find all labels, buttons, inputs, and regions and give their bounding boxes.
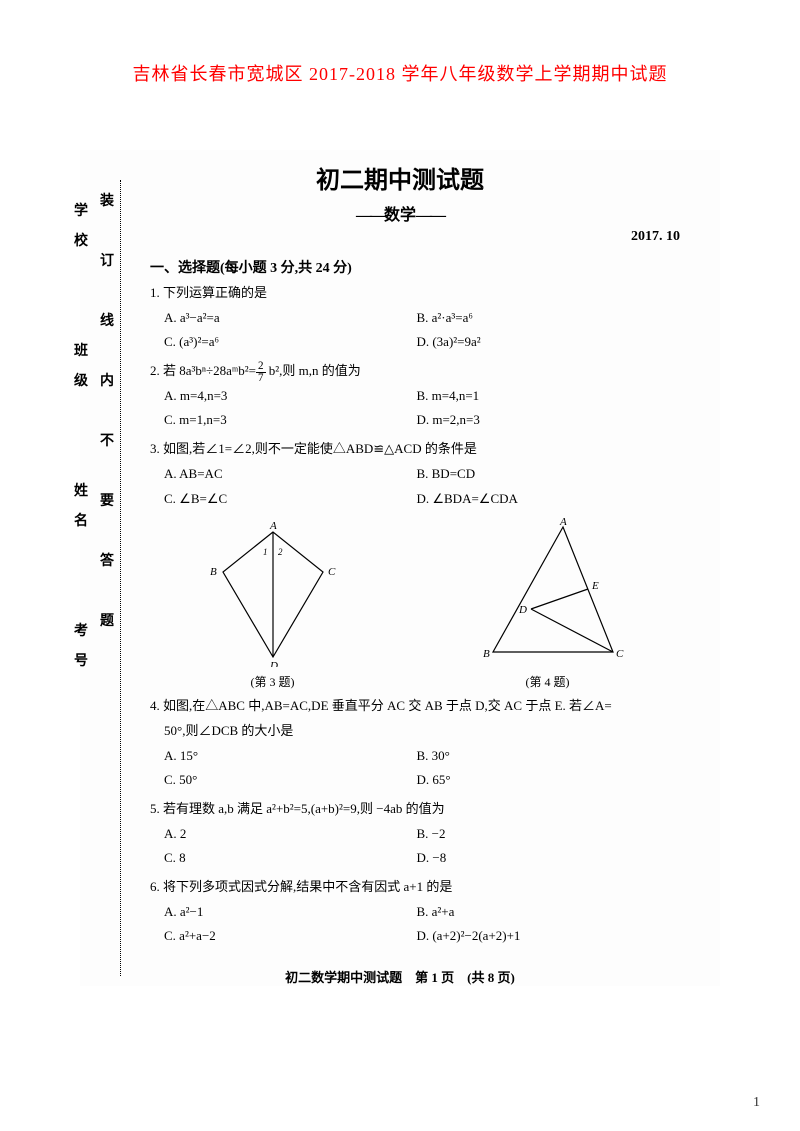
q1-option-c: C. (a³)²=a⁶ xyxy=(164,330,416,355)
q5-option-c: C. 8 xyxy=(164,846,416,871)
binding-char: 线 xyxy=(98,310,116,330)
q6-option-c: C. a²+a−2 xyxy=(164,924,416,949)
q2-option-b: B. m=4,n=1 xyxy=(416,384,668,409)
binding-char: 订 xyxy=(98,250,116,270)
q3-option-a: A. AB=AC xyxy=(164,462,416,487)
figures-row: A B C D 1 2 (第 3 题) A B xyxy=(140,517,690,690)
q2-stem: 2. 若 8a³bⁿ÷28aᵐb²=27 b²,则 m,n 的值为 xyxy=(150,359,690,384)
q2-option-c: C. m=1,n=3 xyxy=(164,408,416,433)
label-examno-2: 号 xyxy=(72,650,90,670)
figure-3-svg: A B C D 1 2 xyxy=(198,517,348,667)
figure-3-caption: (第 3 题) xyxy=(198,673,348,690)
question-2: 2. 若 8a³bⁿ÷28aᵐb²=27 b²,则 m,n 的值为 A. m=4… xyxy=(150,359,690,433)
fig3-label-c: C xyxy=(328,566,336,578)
page-footer: 初二数学期中测试题 第 1 页 (共 8 页) xyxy=(80,967,720,986)
fig4-label-b: B xyxy=(483,648,490,660)
figure-4-caption: (第 4 题) xyxy=(463,673,633,690)
q3-option-b: B. BD=CD xyxy=(416,462,668,487)
q1-option-a: A. a³−a²=a xyxy=(164,306,416,331)
q5-option-b: B. −2 xyxy=(416,822,668,847)
frac-den: 7 xyxy=(256,373,266,384)
binding-char: 内 xyxy=(98,370,116,390)
exam-page-scan: 学 校 班 级 姓 名 考 号 装 订 线 内 不 要 答 题 初二期中测试题 … xyxy=(80,150,720,986)
q6-option-b: B. a²+a xyxy=(416,900,668,925)
q2-option-a: A. m=4,n=3 xyxy=(164,384,416,409)
q1-option-d: D. (3a)²=9a² xyxy=(416,330,668,355)
q4-stem-line1: 4. 如图,在△ABC 中,AB=AC,DE 垂直平分 AC 交 AB 于点 D… xyxy=(150,694,690,719)
label-name-2: 名 xyxy=(72,510,90,530)
q1-option-b: B. a²·a³=a⁶ xyxy=(416,306,668,331)
label-class-1: 班 xyxy=(72,340,90,360)
label-examno-1: 考 xyxy=(72,620,90,640)
binding-char: 不 xyxy=(98,430,116,450)
question-1: 1. 下列运算正确的是 A. a³−a²=a B. a²·a³=a⁶ C. (a… xyxy=(150,281,690,355)
q2-stem-pre: 2. 若 8a³bⁿ÷28aᵐb²= xyxy=(150,363,256,378)
exam-title: 初二期中测试题 xyxy=(80,160,720,195)
q6-stem: 6. 将下列多项式因式分解,结果中不含有因式 a+1 的是 xyxy=(150,875,690,900)
exam-date: 2017. 10 xyxy=(80,229,680,245)
binding-char: 题 xyxy=(98,610,116,630)
fig4-label-c: C xyxy=(616,648,624,660)
page-number: 1 xyxy=(753,1095,760,1111)
document-header-title: 吉林省长春市宽城区 2017-2018 学年八年级数学上学期期中试题 xyxy=(0,0,800,86)
fig3-angle-2: 2 xyxy=(278,547,283,557)
fig4-label-e: E xyxy=(591,580,599,592)
binding-char: 要 xyxy=(98,490,116,510)
q4-stem-line2: 50°,则∠DCB 的大小是 xyxy=(164,719,690,744)
question-5: 5. 若有理数 a,b 满足 a²+b²=5,(a+b)²=9,则 −4ab 的… xyxy=(150,797,690,871)
binding-char: 装 xyxy=(98,190,116,210)
student-info-column: 学 校 班 级 姓 名 考 号 xyxy=(72,200,90,760)
frac-num: 2 xyxy=(256,361,266,373)
figure-3: A B C D 1 2 (第 3 题) xyxy=(198,517,348,690)
q1-stem: 1. 下列运算正确的是 xyxy=(150,281,690,306)
q5-stem: 5. 若有理数 a,b 满足 a²+b²=5,(a+b)²=9,则 −4ab 的… xyxy=(150,797,690,822)
fig3-label-b: B xyxy=(210,566,217,578)
question-3: 3. 如图,若∠1=∠2,则不一定能使△ABD≌△ACD 的条件是 A. AB=… xyxy=(150,437,690,511)
fig3-label-d: D xyxy=(269,660,278,667)
q4-option-b: B. 30° xyxy=(416,744,668,769)
fig4-label-a: A xyxy=(559,517,567,528)
q3-option-d: D. ∠BDA=∠CDA xyxy=(416,487,668,512)
q4-option-a: A. 15° xyxy=(164,744,416,769)
figure-4: A B C D E (第 4 题) xyxy=(463,517,633,690)
fig4-label-d: D xyxy=(518,604,527,616)
figure-4-svg: A B C D E xyxy=(463,517,633,667)
fig3-angle-1: 1 xyxy=(263,547,268,557)
q2-stem-post: b²,则 m,n 的值为 xyxy=(266,363,361,378)
q4-option-d: D. 65° xyxy=(416,768,668,793)
binding-text-column: 装 订 线 内 不 要 答 题 xyxy=(98,190,116,670)
question-4: 4. 如图,在△ABC 中,AB=AC,DE 垂直平分 AC 交 AB 于点 D… xyxy=(150,694,690,793)
section-1-title: 一、选择题(每小题 3 分,共 24 分) xyxy=(150,257,720,277)
q6-option-d: D. (a+2)²−2(a+2)+1 xyxy=(416,924,668,949)
label-class-2: 级 xyxy=(72,370,90,390)
label-name-1: 姓 xyxy=(72,480,90,500)
exam-subject: 数学 xyxy=(80,201,720,225)
q3-stem: 3. 如图,若∠1=∠2,则不一定能使△ABD≌△ACD 的条件是 xyxy=(150,437,690,462)
q3-option-c: C. ∠B=∠C xyxy=(164,487,416,512)
binding-dotted-line xyxy=(120,180,121,976)
q6-option-a: A. a²−1 xyxy=(164,900,416,925)
q5-option-d: D. −8 xyxy=(416,846,668,871)
q5-option-a: A. 2 xyxy=(164,822,416,847)
question-6: 6. 将下列多项式因式分解,结果中不含有因式 a+1 的是 A. a²−1 B.… xyxy=(150,875,690,949)
q2-option-d: D. m=2,n=3 xyxy=(416,408,668,433)
q4-option-c: C. 50° xyxy=(164,768,416,793)
label-school-1: 学 xyxy=(72,200,90,220)
label-school-2: 校 xyxy=(72,230,90,250)
binding-char: 答 xyxy=(98,550,116,570)
fig3-label-a: A xyxy=(269,520,277,532)
fraction-2-7: 27 xyxy=(256,361,266,384)
